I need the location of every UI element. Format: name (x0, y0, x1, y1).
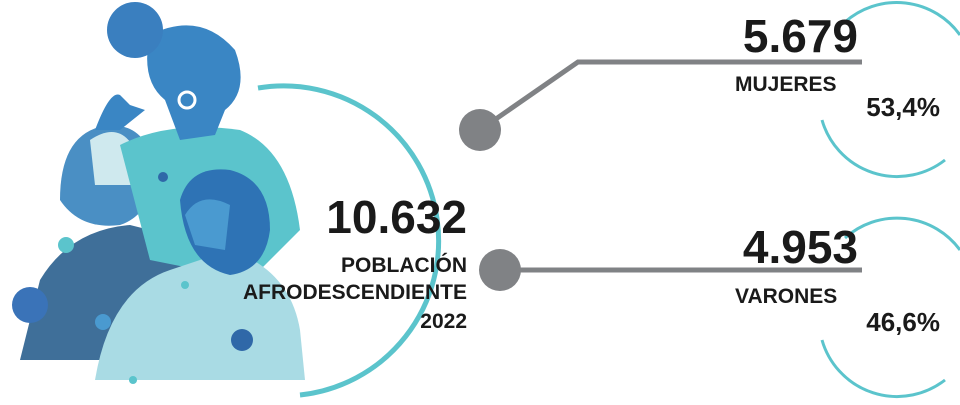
node-dot (459, 109, 501, 151)
small-ring (820, 119, 946, 179)
group-value: 5.679 (743, 10, 858, 62)
node-dot (479, 249, 521, 291)
total-label: AFRODESCENDIENTE (243, 281, 467, 304)
group-label: MUJERES (735, 73, 837, 96)
total-value: 10.632 (326, 191, 467, 243)
total-label: POBLACIÓN (341, 253, 467, 277)
group-value: 4.953 (743, 221, 858, 273)
main-ring (257, 83, 442, 398)
small-ring (843, 216, 960, 251)
group-percent: 46,6% (866, 307, 940, 337)
group-percent: 53,4% (866, 92, 940, 122)
total-label: 2022 (420, 310, 467, 333)
connector (478, 59, 862, 133)
illustration (12, 2, 305, 384)
small-ring (820, 339, 946, 399)
group-label: VARONES (735, 285, 837, 308)
small-ring (844, 0, 960, 36)
